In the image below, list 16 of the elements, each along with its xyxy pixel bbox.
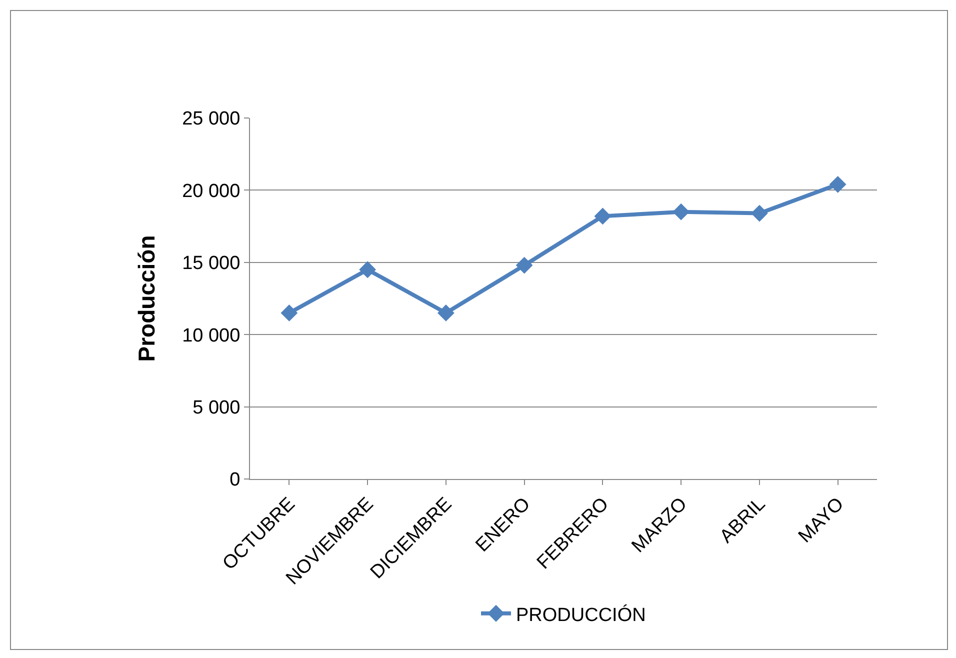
point [750, 204, 768, 222]
point [594, 208, 612, 225]
point [280, 304, 298, 322]
point [437, 304, 454, 322]
legend-label: PRODUCCIÓN [516, 604, 646, 626]
y-tick-label: 20 000 [182, 180, 240, 202]
point [829, 176, 846, 193]
y-tick-label: 10 000 [182, 325, 240, 346]
y-tick-label: 15 000 [182, 253, 240, 274]
y-tick-label: 5 000 [192, 397, 240, 418]
point [516, 256, 533, 274]
point [672, 203, 690, 220]
y-tick-label: 25 000 [182, 108, 240, 130]
point [359, 261, 376, 278]
y-axis-title: Producción [134, 235, 160, 362]
y-tick-label: 0 [230, 470, 240, 491]
